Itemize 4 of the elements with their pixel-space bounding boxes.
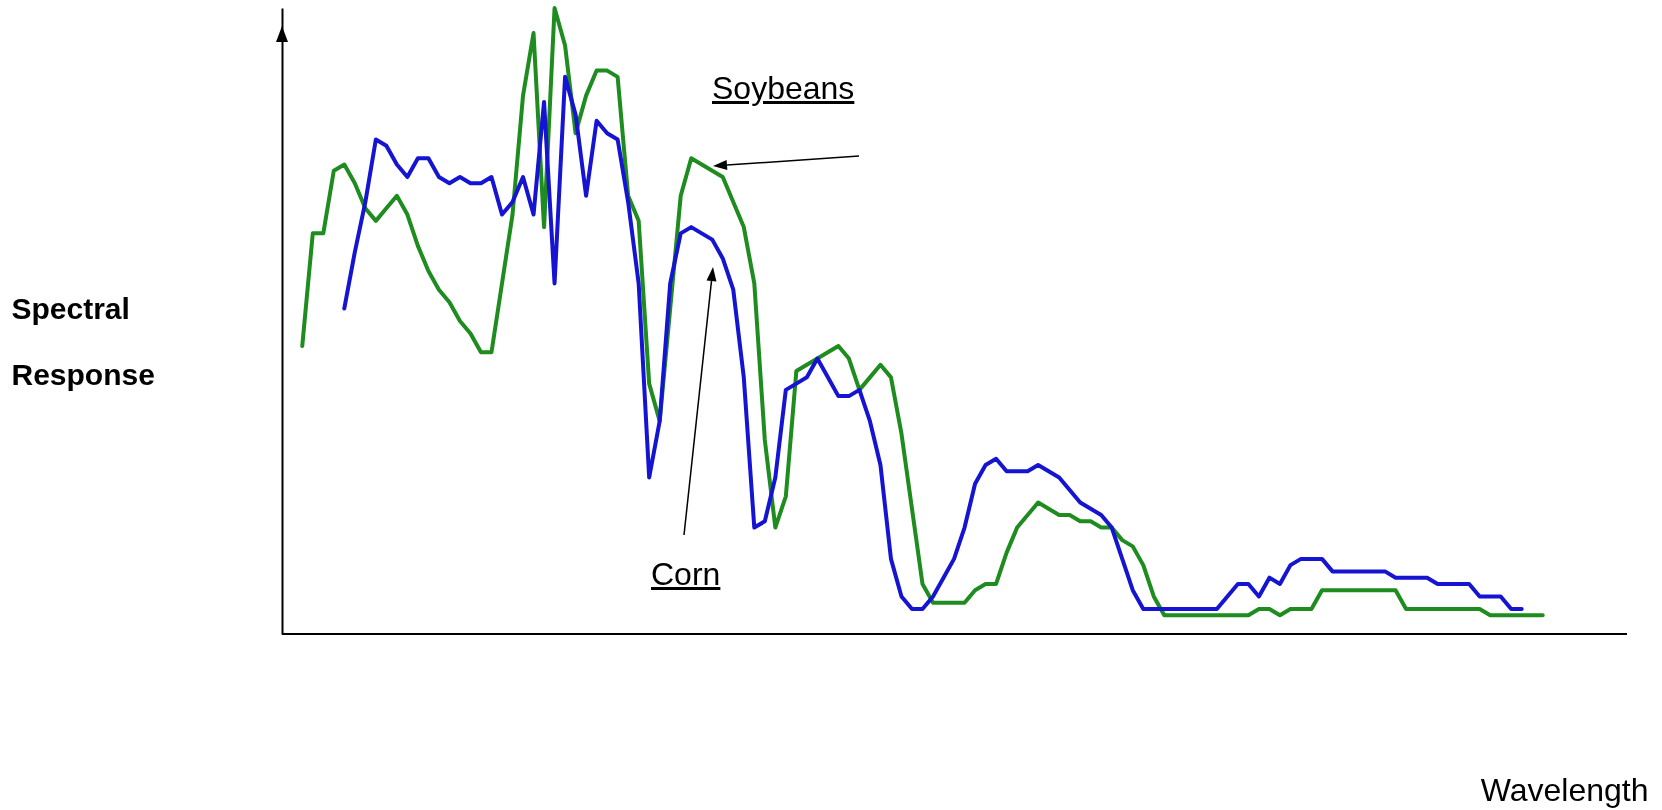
series-label: Soybeans (712, 70, 855, 107)
y-axis-title: Spectral Response (11, 291, 155, 391)
x-axis-title: Wavelength (1480, 771, 1649, 808)
series-label: Corn (651, 556, 721, 593)
